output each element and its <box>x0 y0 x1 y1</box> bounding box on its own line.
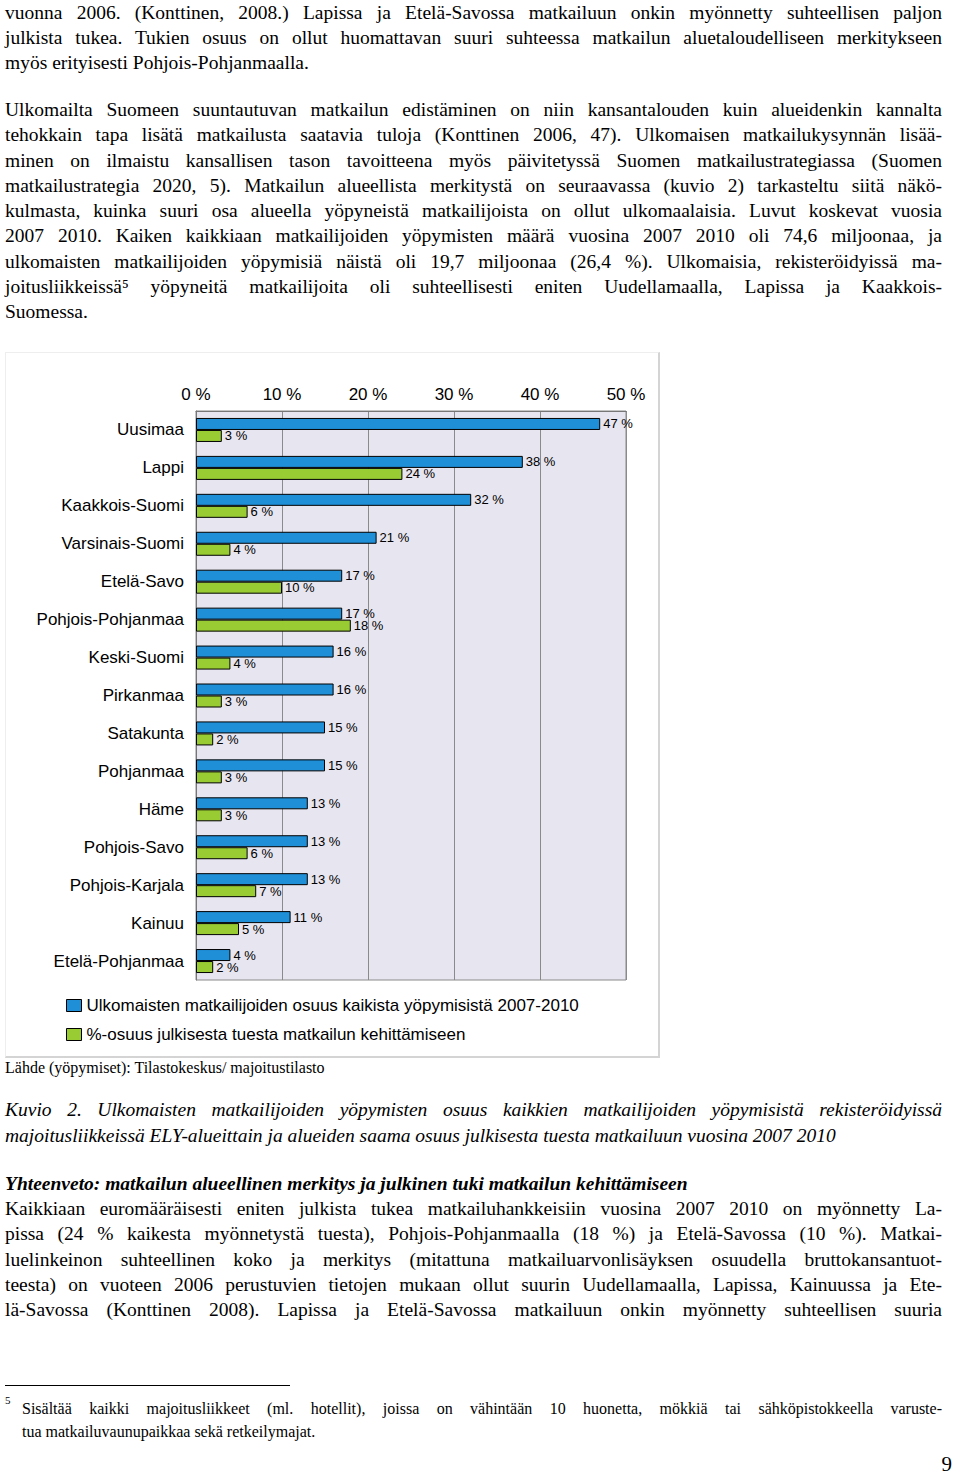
html-text:9: 9 <box>941 1452 952 1476</box>
svg-text:2 %: 2 % <box>216 960 239 975</box>
svg-text:Ulkomaisten matkailijoiden osu: Ulkomaisten matkailijoiden osuus kaikist… <box>87 996 579 1015</box>
svg-text:3 %: 3 % <box>225 428 248 443</box>
svg-text:18 %: 18 % <box>354 618 384 633</box>
svg-text:10 %: 10 % <box>285 580 315 595</box>
svg-text:Uusimaa: Uusimaa <box>117 420 185 439</box>
svg-text:3 %: 3 % <box>225 694 248 709</box>
html-text:luelinkeinon suhteellinen koko: luelinkeinon suhteellinen koko ja merkit… <box>5 1248 942 1270</box>
html-text:myös erityisesti Pohjois-Pohja: myös erityisesti Pohjois-Pohjanmaalla. <box>5 52 309 73</box>
svg-text:6 %: 6 % <box>251 846 274 861</box>
html-text:2007 2010. Kaiken kaikkiaan ma: 2007 2010. Kaiken kaikkiaan matkailijoid… <box>5 225 942 247</box>
html-text:Kaikkiaan euromääräisesti enit: Kaikkiaan euromääräisesti eniten julkist… <box>5 1198 942 1219</box>
html-text:Ulkomailta Suomeen suuntautuva: Ulkomailta Suomeen suuntautuvan matkailu… <box>5 99 942 120</box>
svg-text:Häme: Häme <box>139 800 184 819</box>
html-text:kulmasta, kuinka suuri osa alu: kulmasta, kuinka suuri osa alueella yöpy… <box>5 200 942 222</box>
svg-text:24 %: 24 % <box>405 466 435 481</box>
svg-text:38 %: 38 % <box>526 454 556 469</box>
svg-text:13 %: 13 % <box>311 796 341 811</box>
html-text:julkista tukea. Tukien osuus o: julkista tukea. Tukien osuus on ollut hu… <box>5 27 942 48</box>
svg-text:11 %: 11 % <box>294 910 323 925</box>
html-text:majoitusliikkeissä ELY-alueitt: majoitusliikkeissä ELY-alueittain ja alu… <box>5 1125 836 1146</box>
svg-text:50 %: 50 % <box>607 385 646 404</box>
svg-text:47 %: 47 % <box>603 416 633 431</box>
svg-text:20 %: 20 % <box>349 385 388 404</box>
html-text:tua matkailuvaunupaikkaa sekä: tua matkailuvaunupaikkaa sekä retkeilyma… <box>22 1423 316 1440</box>
svg-text:13 %: 13 % <box>311 834 341 849</box>
html-text:teesta) on vuoteen 2006 perust: teesta) on vuoteen 2006 perustuvien tiet… <box>5 1273 942 1295</box>
svg-text:2 %: 2 % <box>216 732 239 747</box>
html-text:Suomessa.: Suomessa. <box>5 301 88 323</box>
html-text:Lähde (yöpymiset): Tilastokesk: Lähde (yöpymiset): Tilastokeskus/ majoit… <box>5 1059 325 1076</box>
svg-text:Keski-Suomi: Keski-Suomi <box>89 648 184 667</box>
svg-text:4 %: 4 % <box>233 947 256 963</box>
html-text:tehokkain tapa lisätä matkailu: tehokkain tapa lisätä matkailusta saatav… <box>5 124 942 146</box>
svg-text:10 %: 10 % <box>263 385 302 404</box>
svg-text:Pohjois-Pohjanmaa: Pohjois-Pohjanmaa <box>37 610 185 629</box>
svg-text:3 %: 3 % <box>225 808 248 823</box>
svg-text:13 %: 13 % <box>311 872 341 887</box>
svg-text:Etelä-Savo: Etelä-Savo <box>101 572 184 591</box>
svg-text:5 %: 5 % <box>242 922 265 937</box>
svg-text:32 %: 32 % <box>474 492 504 507</box>
html-text:pissa (24 % kaikesta myönnetys: pissa (24 % kaikesta myönnetystä tuesta)… <box>5 1223 942 1245</box>
html-text:Yhteenveto: matkailun alueelli: Yhteenveto: matkailun alueellinen merkit… <box>5 1173 688 1194</box>
html-text:5: 5 <box>5 1394 11 1406</box>
svg-text:17 %: 17 % <box>345 568 375 583</box>
svg-text:4 %: 4 % <box>233 656 256 671</box>
svg-text:Satakunta: Satakunta <box>107 724 184 743</box>
html-text:ulkomaisten matkailijoiden yöp: ulkomaisten matkailijoiden yöpymisiä näi… <box>5 250 942 272</box>
html-text:joitusliikkeissä⁵ yöpyneitä ma: joitusliikkeissä⁵ yöpyneitä matkailijoit… <box>5 276 942 298</box>
html-text:lä-Savossa (Konttinen 2008). L: lä-Savossa (Konttinen 2008). Lapissa ja … <box>5 1299 942 1321</box>
html-text:vuonna 2006. (Konttinen, 2008.: vuonna 2006. (Konttinen, 2008.) Lapissa … <box>5 2 942 23</box>
svg-text:15 %: 15 % <box>328 720 358 735</box>
html-text:matkailustrategia 2020, 5). Ma: matkailustrategia 2020, 5). Matkailun al… <box>5 174 942 196</box>
svg-text:Pirkanmaa: Pirkanmaa <box>103 686 185 705</box>
svg-text:Pohjanmaa: Pohjanmaa <box>98 762 185 781</box>
svg-text:21 %: 21 % <box>380 530 410 545</box>
html-text:minen on ilmaistu kansallisen: minen on ilmaistu kansallisen tason tavo… <box>5 149 942 171</box>
svg-text:Kaakkois-Suomi: Kaakkois-Suomi <box>61 496 184 515</box>
html-text:Kuvio 2. Ulkomaisten matkailij: Kuvio 2. Ulkomaisten matkailijoiden yöpy… <box>5 1099 942 1120</box>
svg-text:6 %: 6 % <box>251 504 274 519</box>
svg-text:16 %: 16 % <box>337 644 367 659</box>
svg-text:16 %: 16 % <box>337 682 367 697</box>
svg-text:Pohjois-Karjala: Pohjois-Karjala <box>70 876 185 895</box>
svg-text:0 %: 0 % <box>181 385 210 404</box>
svg-text:Pohjois-Savo: Pohjois-Savo <box>84 838 184 857</box>
svg-text:3 %: 3 % <box>225 770 248 785</box>
svg-text:7 %: 7 % <box>259 884 282 899</box>
svg-text:%-osuus julkisesta tuesta matk: %-osuus julkisesta tuesta matkailun kehi… <box>87 1025 466 1044</box>
svg-text:Etelä-Pohjanmaa: Etelä-Pohjanmaa <box>54 952 185 971</box>
svg-text:15 %: 15 % <box>328 758 358 773</box>
html-text:Sisältää kaikki majoitusliikke: Sisältää kaikki majoitusliikkeet (ml. ho… <box>22 1400 942 1417</box>
svg-text:4 %: 4 % <box>233 542 256 557</box>
svg-text:17 %: 17 % <box>345 606 375 622</box>
svg-text:30 %: 30 % <box>435 385 474 404</box>
svg-text:Lappi: Lappi <box>142 458 184 477</box>
svg-text:Varsinais-Suomi: Varsinais-Suomi <box>61 534 184 553</box>
svg-text:40 %: 40 % <box>521 385 560 404</box>
svg-text:Kainuu: Kainuu <box>131 914 184 933</box>
